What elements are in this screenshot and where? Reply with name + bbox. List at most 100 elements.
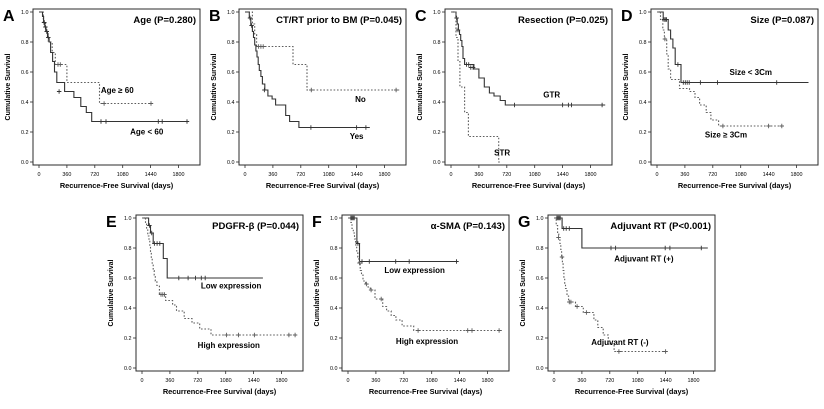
series-label: Size < 3Cm — [730, 68, 772, 77]
x-tick-label: 1800 — [688, 378, 700, 384]
y-tick-label: 0.4 — [330, 306, 338, 312]
y-tick-label: 1.0 — [433, 10, 441, 16]
censor-marks — [556, 235, 668, 354]
x-tick-label: 720 — [399, 378, 408, 384]
plot-frame — [238, 8, 407, 166]
y-tick-label: 0.2 — [124, 336, 132, 342]
panel-title: α-SMA (P=0.143) — [431, 221, 505, 232]
y-axis-label: Cumulative Survival — [108, 259, 115, 326]
x-tick-label: 0 — [450, 172, 453, 178]
y-axis-label: Cumulative Survival — [417, 53, 424, 120]
y-tick-label: 0.6 — [536, 276, 544, 282]
x-tick-label: 0 — [656, 172, 659, 178]
survival-curve-solid — [451, 11, 606, 106]
panel-g-chart: G Adjuvant RT (P<0.001) 0 360 720 1080 1440 180… — [518, 214, 716, 396]
survival-curve-solid — [245, 11, 370, 129]
x-tick-label: 360 — [165, 378, 174, 384]
y-tick-label: 0.6 — [227, 70, 235, 76]
x-tick-label: 360 — [680, 172, 689, 178]
x-tick-label: 360 — [474, 172, 483, 178]
y-tick-label: 0.8 — [124, 246, 132, 252]
y-tick-label: 0.2 — [227, 130, 235, 136]
x-tick-label: 1080 — [323, 172, 335, 178]
x-tick-label: 1440 — [660, 378, 672, 384]
plot-frame — [32, 8, 201, 166]
y-tick-label: 0.6 — [433, 70, 441, 76]
x-tick-label: 720 — [708, 172, 717, 178]
panel-letter: B — [209, 8, 221, 25]
y-tick-label: 0.6 — [124, 276, 132, 282]
y-tick-label: 0.0 — [433, 160, 441, 166]
series-label: STR — [494, 148, 510, 157]
censor-marks — [247, 15, 369, 130]
panel-d-chart: D Size (P=0.087) 0 360 720 1080 1440 1800 0.0 0.2… — [621, 8, 819, 190]
y-tick-label: 0.6 — [21, 70, 29, 76]
panel-b-chart: B CT/RT prior to BM (P=0.045) 0 360 720 1080 1… — [209, 8, 407, 190]
panel-b: B CT/RT prior to BM (P=0.045) 0 360 720 1080 1… — [206, 0, 412, 203]
series-label: GTR — [543, 91, 560, 100]
survival-curve-dotted — [142, 217, 297, 336]
panel-a: A Age (P=0.280) 0 360 720 1080 1440 1800 0.0 0.2 0… — [0, 0, 206, 203]
x-tick-label: 720 — [296, 172, 305, 178]
series-label: Age ≥ 60 — [101, 86, 134, 95]
series-label: Low expression — [384, 266, 445, 275]
x-axis-label: Recurrence-Free Survival (days) — [472, 181, 586, 190]
y-tick-label: 0.4 — [433, 100, 441, 106]
plot-frame — [341, 214, 510, 372]
y-tick-label: 0.6 — [639, 70, 647, 76]
y-axis-label: Cumulative Survival — [623, 53, 630, 120]
survival-curve-dotted — [554, 217, 667, 353]
y-axis-label: Cumulative Survival — [520, 259, 527, 326]
y-axis-label: Cumulative Survival — [211, 53, 218, 120]
y-axis-label: Cumulative Survival — [5, 53, 12, 120]
y-tick-label: 0.4 — [639, 100, 647, 106]
x-axis-label: Recurrence-Free Survival (days) — [369, 387, 483, 396]
series-label: Adjuvant RT (-) — [591, 338, 649, 347]
survival-curve-dotted — [39, 11, 152, 105]
x-tick-label: 1440 — [763, 172, 775, 178]
plot-frame — [135, 214, 304, 372]
series-label: Size ≥ 3Cm — [705, 130, 747, 139]
x-tick-label: 1800 — [173, 172, 185, 178]
y-tick-label: 0.4 — [124, 306, 132, 312]
panel-e-chart: E PDGFR-β (P=0.044) 0 360 720 1080 1440 1800 0.0… — [106, 214, 304, 396]
x-tick-label: 0 — [553, 378, 556, 384]
x-tick-label: 1440 — [351, 172, 363, 178]
y-tick-label: 1.0 — [639, 10, 647, 16]
panel-letter: G — [518, 214, 530, 231]
y-tick-label: 0.0 — [21, 160, 29, 166]
y-tick-label: 0.2 — [21, 130, 29, 136]
x-tick-label: 360 — [577, 378, 586, 384]
y-tick-label: 1.0 — [536, 216, 544, 222]
series-label: Age < 60 — [130, 127, 164, 136]
plot-frame — [444, 8, 613, 166]
x-tick-label: 1440 — [145, 172, 157, 178]
y-tick-label: 0.8 — [639, 40, 647, 46]
y-tick-label: 0.0 — [639, 160, 647, 166]
y-tick-label: 0.0 — [227, 160, 235, 166]
x-tick-label: 1440 — [248, 378, 260, 384]
x-axis-label: Recurrence-Free Survival (days) — [678, 181, 792, 190]
y-tick-label: 0.8 — [21, 40, 29, 46]
plot-frame — [547, 214, 716, 372]
x-tick-label: 1800 — [276, 378, 288, 384]
y-tick-label: 0.6 — [330, 276, 338, 282]
censor-marks — [41, 20, 190, 124]
x-tick-label: 1080 — [220, 378, 232, 384]
panel-title: Resection (P=0.025) — [518, 15, 608, 26]
y-tick-label: 1.0 — [21, 10, 29, 16]
x-tick-label: 1440 — [454, 378, 466, 384]
y-tick-label: 1.0 — [330, 216, 338, 222]
censor-marks — [147, 223, 208, 281]
panel-letter: A — [3, 8, 15, 25]
x-tick-label: 360 — [371, 378, 380, 384]
x-tick-label: 1800 — [791, 172, 803, 178]
x-tick-label: 0 — [38, 172, 41, 178]
x-tick-label: 720 — [605, 378, 614, 384]
x-tick-label: 1800 — [482, 378, 494, 384]
panel-d: D Size (P=0.087) 0 360 720 1080 1440 1800 0.0 0.2… — [618, 0, 824, 203]
series-label: Adjuvant RT (+) — [614, 255, 674, 264]
censor-marks — [158, 292, 298, 338]
